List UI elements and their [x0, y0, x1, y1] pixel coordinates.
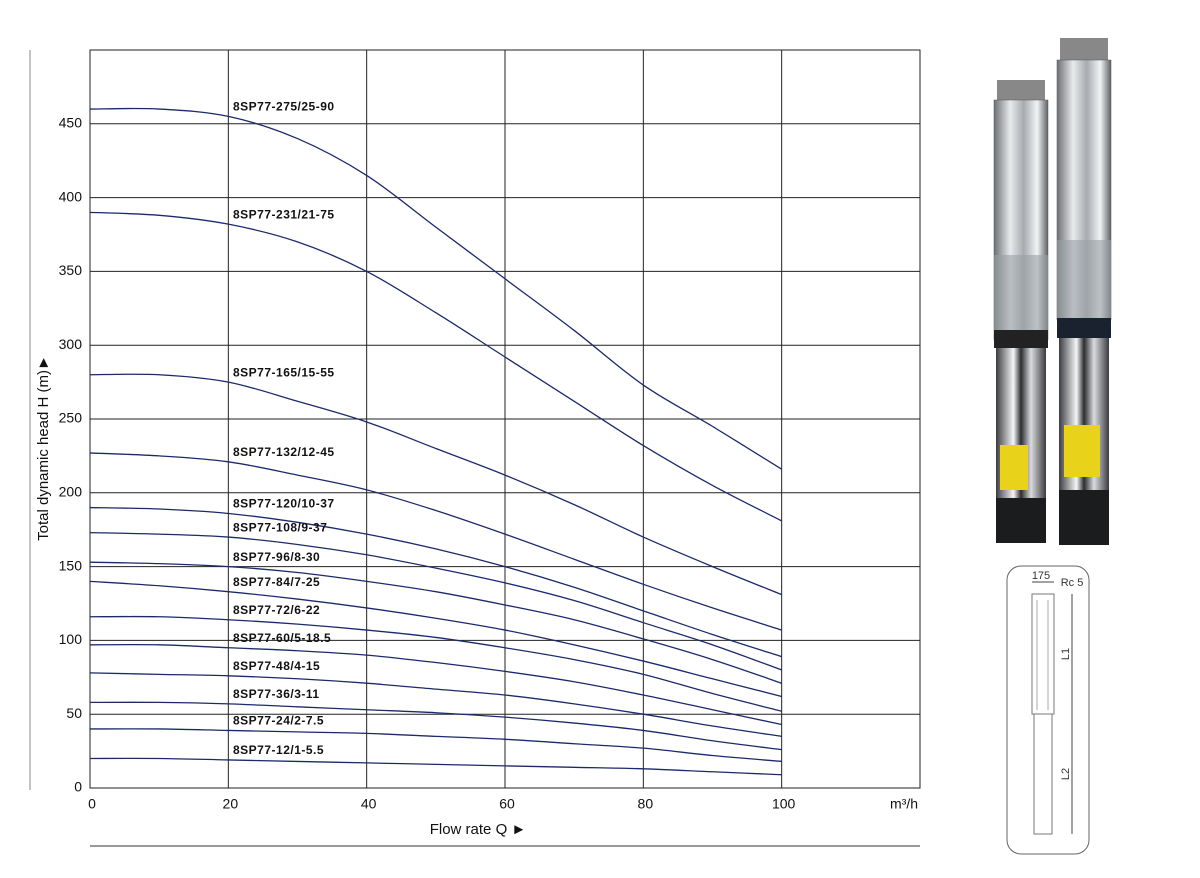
plot: 0 50 100 150 200 250 300 350 400 450 0 20 40 60 80 100 m…: [59, 49, 921, 812]
curve: [89, 757, 782, 776]
y-tick-label: 400: [59, 188, 83, 204]
series-label: 8SP77-132/12-45: [233, 445, 335, 459]
series-label: 8SP77-231/21-75: [233, 207, 335, 221]
curve: [89, 561, 782, 684]
x-tick-label: 40: [361, 796, 377, 812]
series-label: 8SP77-120/10-37: [233, 497, 335, 511]
series-label: 8SP77-36/3-11: [233, 687, 320, 701]
series-label: 8SP77-165/15-55: [233, 365, 335, 379]
curve: [89, 672, 782, 737]
x-tick-label: 0: [88, 796, 96, 812]
curve: [89, 615, 782, 712]
curve: [89, 580, 782, 698]
curve: [89, 373, 782, 596]
dimension-label: L2: [1060, 768, 1072, 780]
curve: [89, 506, 782, 658]
series-label: 8SP77-96/8-30: [233, 550, 320, 564]
series-label: 8SP77-24/2-7.5: [233, 714, 324, 728]
x-tick-label: 60: [499, 796, 515, 812]
dimension-drawing: 175 Rc 5 L1 L2: [1006, 565, 1090, 855]
y-tick-label: 350: [59, 262, 83, 278]
y-tick-label: 100: [59, 631, 83, 647]
dimension-label: L1: [1060, 648, 1072, 660]
dimension-label: Rc 5: [1061, 577, 1084, 589]
series-label: 8SP77-48/4-15: [233, 659, 320, 673]
y-tick-label: 250: [59, 410, 83, 426]
dimension-label: 175: [1032, 570, 1050, 582]
curve: [89, 107, 783, 470]
x-axis-label: Flow rate Q ►: [430, 821, 527, 838]
series-label: 8SP77-108/9-37: [233, 520, 327, 534]
curve: [89, 452, 782, 631]
x-tick-label: 20: [223, 796, 239, 812]
y-tick-label: 300: [59, 336, 83, 352]
y-tick-label: 450: [59, 115, 83, 131]
series-label: 8SP77-12/1-5.5: [233, 743, 324, 757]
y-axis-label: Total dynamic head H (m)►: [35, 355, 52, 541]
curve: [89, 211, 782, 522]
y-tick-label: 50: [66, 705, 82, 721]
y-tick-label: 0: [74, 779, 82, 795]
series-label: 8SP77-84/7-25: [233, 575, 320, 589]
y-tick-label: 200: [59, 484, 83, 500]
curve: [89, 643, 782, 726]
x-tick-label: 80: [638, 796, 654, 812]
x-unit: m³/h: [890, 796, 918, 812]
pump-photo: [993, 38, 1112, 545]
series-label: 8SP77-72/6-22: [233, 603, 320, 617]
y-tick-label: 150: [59, 557, 83, 573]
series-label: 8SP77-275/25-90: [233, 100, 335, 114]
curve: [89, 701, 782, 751]
curve: [89, 532, 782, 671]
x-tick-label: 100: [772, 796, 796, 812]
series-label: 8SP77-60/5-18.5: [233, 631, 331, 645]
curve: [89, 728, 782, 763]
